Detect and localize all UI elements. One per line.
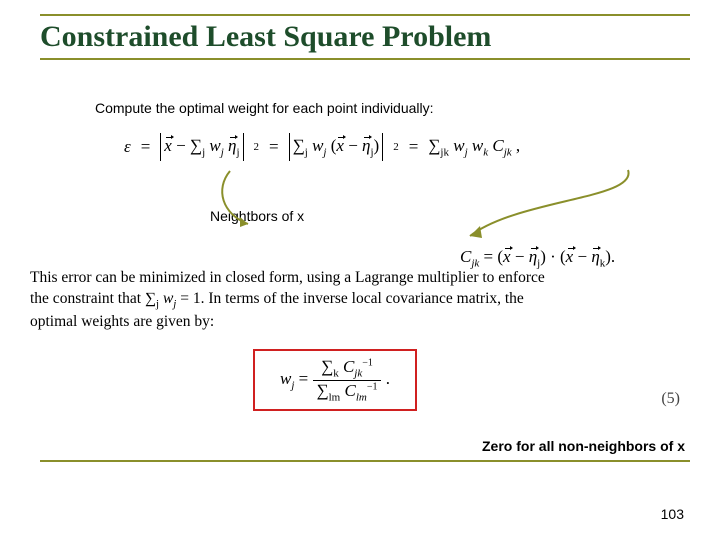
main-equation: ε = x − ∑j wj ηj 2 = ∑j wj (x − ηj) 2 = … <box>124 136 690 158</box>
eq5-num-sub: k <box>333 368 339 380</box>
zero-note: Zero for all non-neighbors of x <box>482 438 685 454</box>
cjk-definition: Cjk = (x − ηj) · (x − ηk). <box>460 247 615 269</box>
sum-sub-j-1: j <box>202 146 205 158</box>
equation-5-box: wj = ∑k Cjk−1 ∑lm Clm−1 . <box>253 349 417 411</box>
para-line-3: optimal weights are given by: <box>30 313 214 330</box>
bottom-rule <box>40 460 690 462</box>
eq5-num-sup: −1 <box>362 358 373 369</box>
sum-sub-jk: jk <box>440 146 449 158</box>
title-rule-top <box>40 14 690 16</box>
eq5-den-sub: lm <box>329 391 341 403</box>
eq5-den-sup: −1 <box>367 381 378 392</box>
epsilon-symbol: ε <box>124 137 131 156</box>
equation-number: (5) <box>661 390 680 408</box>
page-title: Constrained Least Square Problem <box>40 20 690 54</box>
sum-sub-j-2: j <box>305 146 308 158</box>
body-paragraph: This error can be minimized in closed fo… <box>30 268 690 333</box>
intro-text: Compute the optimal weight for each poin… <box>95 100 690 116</box>
para-line-2a: the constraint that <box>30 290 145 307</box>
eq5-period: . <box>386 369 390 388</box>
arrow-to-neighbors <box>210 169 280 239</box>
para-line-2b: . In terms of the inverse local covarian… <box>201 290 524 307</box>
arrow-to-cjk <box>458 164 648 254</box>
page-number: 103 <box>661 506 684 522</box>
title-rule-bottom <box>40 58 690 60</box>
para-line-1: This error can be minimized in closed fo… <box>30 269 545 286</box>
